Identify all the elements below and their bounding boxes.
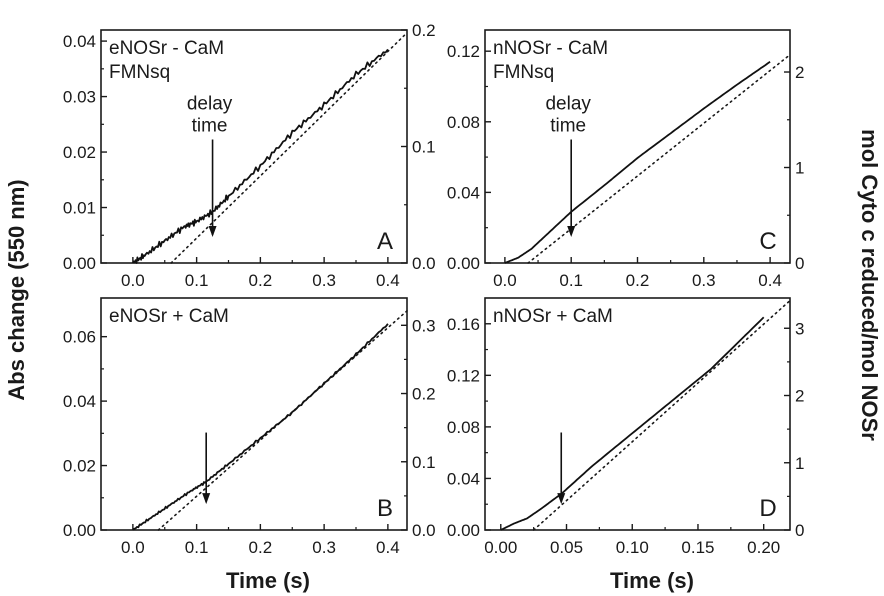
x-tick-label: 0.0 [493,271,517,290]
delay-arrow-head [208,226,217,238]
x-tick-label: 0.2 [249,538,273,557]
x-axis-label-right: Time (s) [610,568,694,593]
y2-tick-label: 2 [795,387,804,406]
linear-fit-line [170,31,408,264]
x-tick-label: 0.4 [376,271,400,290]
y-tick-label: 0.04 [447,183,480,202]
x-tick-label: 0.3 [312,538,336,557]
delay-time-label: delay [187,94,233,115]
y-tick-label: 0.04 [63,32,96,51]
x-tick-label: 0.0 [121,538,145,557]
y-tick-label: 0.12 [447,366,480,385]
y2-tick-label: 0.0 [412,521,436,540]
panel-label-text: eNOSr + CaM [109,306,229,327]
panel-label-text: nNOSr + CaM [493,306,613,327]
y-tick-label: 0.00 [447,521,480,540]
y2-tick-label: 3 [795,319,804,338]
x-tick-label: 0.20 [747,538,780,557]
data-trace [132,48,389,264]
x-tick-label: 0.2 [249,271,273,290]
y-tick-label: 0.02 [63,457,96,476]
delay-arrow-head [202,493,211,505]
x-tick-label: 0.3 [692,271,716,290]
y-tick-label: 0.00 [63,521,96,540]
y2-tick-label: 0.0 [412,254,436,273]
panel-label-text: nNOSr - CaM [493,38,608,59]
y2-tick-label: 0.1 [412,453,436,472]
delay-arrow-head [567,226,576,238]
y-tick-label: 0.08 [447,418,480,437]
panel-letter: D [759,495,776,522]
delay-time-label: time [550,116,586,137]
y-tick-label: 0.02 [63,143,96,162]
panel-c: 0.0 0.1 0.2 0.3 0.4 0.00 0.04 0.08 0.12 0 1 2 delayt… [447,29,804,290]
linear-fit-line [527,53,791,264]
plot-frame [100,297,408,531]
x-tick-label: 0.05 [550,538,583,557]
y-tick-label: 0.04 [447,469,480,488]
panel-label-text: FMNsq [109,62,170,83]
data-trace [504,61,771,264]
delay-time-label: time [192,116,228,137]
panel-label-text: eNOSr - CaM [109,38,224,59]
x-tick-label: 0.1 [185,271,209,290]
y-tick-label: 0.00 [63,254,96,273]
x-axis-label-left: Time (s) [226,568,310,593]
panel-letter: B [377,495,393,522]
y2-tick-label: 0.1 [412,138,436,157]
data-trace [500,316,765,531]
delay-arrow-head [557,493,566,505]
y2-tick-label: 2 [795,63,804,82]
linear-fit-line [532,299,791,531]
y-tick-label: 0.01 [63,199,96,218]
y2-tick-label: 1 [795,454,804,473]
delay-time-label: delay [545,94,591,115]
x-tick-label: 0.4 [758,271,782,290]
panel-label-text: FMNsq [493,62,554,83]
panel-b: 0.0 0.1 0.2 0.3 0.4 0.00 0.02 0.04 0.06 0.0 0.1 0.2… [63,297,436,557]
y-tick-label: 0.16 [447,315,480,334]
x-tick-label: 0.2 [626,271,650,290]
left-y-axis-label: Abs change (550 nm) [4,179,29,400]
y-tick-label: 0.06 [63,328,96,347]
x-tick-label: 0.3 [312,271,336,290]
y2-tick-label: 0.2 [412,385,436,404]
panel-d: 0.00 0.05 0.10 0.15 0.20 0.00 0.04 0.08 0.12 0.16… [447,297,804,557]
x-tick-label: 0.10 [616,538,649,557]
y-tick-label: 0.03 [63,88,96,107]
y-tick-label: 0.04 [63,392,96,411]
y2-tick-label: 0 [795,521,804,540]
y2-tick-label: 0.2 [412,21,436,40]
y-tick-label: 0.12 [447,42,480,61]
panels: 0.0 0.1 0.2 0.3 0.40.000.010.020.030.040.00.… [63,21,805,557]
y2-tick-label: 1 [795,159,804,178]
x-tick-label: 0.1 [559,271,583,290]
x-tick-label: 0.0 [121,271,145,290]
data-trace [132,323,389,531]
plot-frame [484,297,791,531]
panel-letter: A [377,228,393,255]
right-y-axis-label: mol Cyto c reduced/mol NOSr [857,129,882,441]
y-tick-label: 0.00 [447,254,480,273]
y-tick-label: 0.08 [447,113,480,132]
x-tick-label: 0.15 [681,538,714,557]
y2-tick-label: 0 [795,254,804,273]
panel-a: 0.0 0.1 0.2 0.3 0.4 0.00 0.01 0.02 0.03 0.04 0.0 0.… [63,21,436,290]
x-tick-label: 0.1 [185,538,209,557]
y2-tick-label: 0.3 [412,316,436,335]
x-tick-label: 0.4 [376,538,400,557]
panel-letter: C [759,228,776,255]
x-tick-label: 0.00 [484,538,517,557]
